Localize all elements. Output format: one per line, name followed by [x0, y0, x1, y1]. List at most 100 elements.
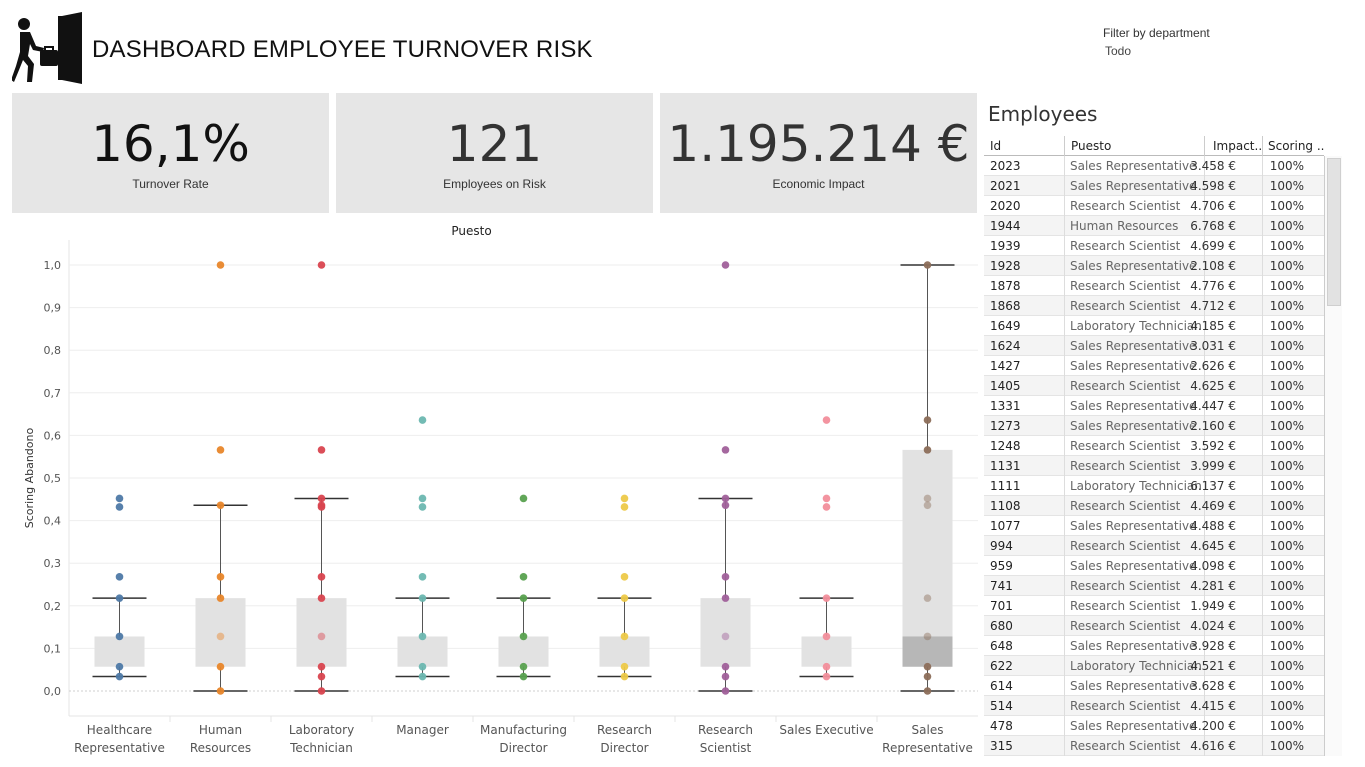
- column-separator: [1204, 336, 1205, 356]
- column-separator: [1064, 396, 1065, 416]
- column-separator: [1204, 416, 1205, 436]
- cell-scoring: 100%: [1269, 219, 1304, 233]
- cell-id: 1248: [990, 439, 1021, 453]
- data-point: [216, 687, 225, 695]
- data-point: [822, 662, 831, 671]
- data-point: [923, 261, 932, 269]
- x-tick-label: Research: [597, 723, 652, 737]
- table-row[interactable]: 1077 Sales Representative 4.488 € 100%: [984, 516, 1324, 536]
- column-separator: [1064, 216, 1065, 236]
- cell-impact: 2.626 €: [1190, 359, 1236, 373]
- data-point: [620, 503, 629, 511]
- table-row[interactable]: 514 Research Scientist 4.415 € 100%: [984, 696, 1324, 716]
- table-row[interactable]: 1248 Research Scientist 3.592 € 100%: [984, 436, 1324, 456]
- data-point: [519, 573, 528, 581]
- column-separator: [1262, 256, 1263, 276]
- column-separator: [1262, 456, 1263, 476]
- table-row[interactable]: 1405 Research Scientist 4.625 € 100%: [984, 376, 1324, 396]
- data-point: [822, 632, 831, 641]
- cell-scoring: 100%: [1269, 159, 1304, 173]
- column-separator: [1064, 496, 1065, 516]
- x-tick-label: Director: [600, 741, 648, 755]
- cell-scoring: 100%: [1269, 459, 1304, 473]
- table-row[interactable]: 2023 Sales Representative 3.458 € 100%: [984, 156, 1324, 176]
- table-row[interactable]: 741 Research Scientist 4.281 € 100%: [984, 576, 1324, 596]
- column-separator: [1204, 736, 1205, 756]
- data-point: [317, 594, 326, 602]
- cell-puesto: Research Scientist: [1070, 699, 1181, 713]
- column-separator: [1064, 296, 1065, 316]
- data-point: [115, 503, 124, 511]
- cell-id: 2020: [990, 199, 1021, 213]
- table-row[interactable]: 622 Laboratory Technician 4.521 € 100%: [984, 656, 1324, 676]
- x-tick-label: Director: [499, 741, 547, 755]
- cell-scoring: 100%: [1269, 639, 1304, 653]
- data-point: [923, 494, 932, 503]
- table-scrollbar[interactable]: [1324, 156, 1342, 756]
- box-upper: [94, 636, 145, 667]
- table-row[interactable]: 1331 Sales Representative 4.447 € 100%: [984, 396, 1324, 416]
- table-row[interactable]: 315 Research Scientist 4.616 € 100%: [984, 736, 1324, 756]
- data-point: [923, 594, 932, 602]
- data-point: [317, 573, 326, 581]
- table-row[interactable]: 1273 Sales Representative 2.160 € 100%: [984, 416, 1324, 436]
- column-separator: [1262, 156, 1263, 176]
- data-point: [923, 662, 932, 671]
- department-filter-dropdown[interactable]: Todo: [1105, 44, 1132, 58]
- table-row[interactable]: 1939 Research Scientist 4.699 € 100%: [984, 236, 1324, 256]
- table-row[interactable]: 1649 Laboratory Technician 4.185 € 100%: [984, 316, 1324, 336]
- kpi-label: Turnover Rate: [132, 177, 209, 191]
- column-separator: [1064, 676, 1065, 696]
- cell-scoring: 100%: [1269, 299, 1304, 313]
- table-row[interactable]: 1624 Sales Representative 3.031 € 100%: [984, 336, 1324, 356]
- data-point: [620, 632, 629, 641]
- cell-id: 1624: [990, 339, 1021, 353]
- table-row[interactable]: 478 Sales Representative 4.200 € 100%: [984, 716, 1324, 736]
- column-separator: [1204, 176, 1205, 196]
- table-row[interactable]: 1111 Laboratory Technician 6.137 € 100%: [984, 476, 1324, 496]
- table-row[interactable]: 680 Research Scientist 4.024 € 100%: [984, 616, 1324, 636]
- cell-impact: 4.598 €: [1190, 179, 1236, 193]
- table-row[interactable]: 994 Research Scientist 4.645 € 100%: [984, 536, 1324, 556]
- data-point: [721, 672, 730, 681]
- table-row[interactable]: 1131 Research Scientist 3.999 € 100%: [984, 456, 1324, 476]
- table-row[interactable]: 1944 Human Resources 6.768 € 100%: [984, 216, 1324, 236]
- table-row[interactable]: 2020 Research Scientist 4.706 € 100%: [984, 196, 1324, 216]
- data-point: [418, 416, 427, 424]
- cell-impact: 4.616 €: [1190, 739, 1236, 753]
- cell-id: 315: [990, 739, 1013, 753]
- data-point: [822, 672, 831, 681]
- table-row[interactable]: 648 Sales Representative 3.928 € 100%: [984, 636, 1324, 656]
- cell-scoring: 100%: [1269, 239, 1304, 253]
- table-row[interactable]: 2021 Sales Representative 4.598 € 100%: [984, 176, 1324, 196]
- column-header-puesto[interactable]: Puesto: [1064, 136, 1111, 156]
- column-separator: [1064, 256, 1065, 276]
- cell-puesto: Sales Representative: [1070, 679, 1197, 693]
- x-tick-label: Research: [698, 723, 753, 737]
- table-row[interactable]: 1928 Sales Representative 2.108 € 100%: [984, 256, 1324, 276]
- table-row[interactable]: 701 Research Scientist 1.949 € 100%: [984, 596, 1324, 616]
- page-title: DASHBOARD EMPLOYEE TURNOVER RISK: [92, 36, 593, 63]
- table-row[interactable]: 614 Sales Representative 3.628 € 100%: [984, 676, 1324, 696]
- cell-impact: 4.447 €: [1190, 399, 1236, 413]
- scrollbar-thumb[interactable]: [1327, 158, 1341, 306]
- table-row[interactable]: 1108 Research Scientist 4.469 € 100%: [984, 496, 1324, 516]
- cell-id: 1111: [990, 479, 1021, 493]
- table-row[interactable]: 1878 Research Scientist 4.776 € 100%: [984, 276, 1324, 296]
- column-separator: [1262, 736, 1263, 756]
- table-row[interactable]: 1427 Sales Representative 2.626 € 100%: [984, 356, 1324, 376]
- box-upper: [801, 636, 852, 667]
- column-separator: [1064, 616, 1065, 636]
- column-header-impact[interactable]: Impact..: [1204, 136, 1262, 156]
- column-header-id[interactable]: Id: [990, 139, 1002, 153]
- column-separator: [1204, 476, 1205, 496]
- cell-impact: 3.592 €: [1190, 439, 1236, 453]
- cell-puesto: Sales Representative: [1070, 159, 1197, 173]
- column-separator: [1064, 456, 1065, 476]
- table-row[interactable]: 1868 Research Scientist 4.712 € 100%: [984, 296, 1324, 316]
- column-separator: [1262, 596, 1263, 616]
- table-row[interactable]: 959 Sales Representative 4.098 € 100%: [984, 556, 1324, 576]
- cell-scoring: 100%: [1269, 699, 1304, 713]
- column-header-scoring[interactable]: Scoring ..: [1262, 136, 1325, 156]
